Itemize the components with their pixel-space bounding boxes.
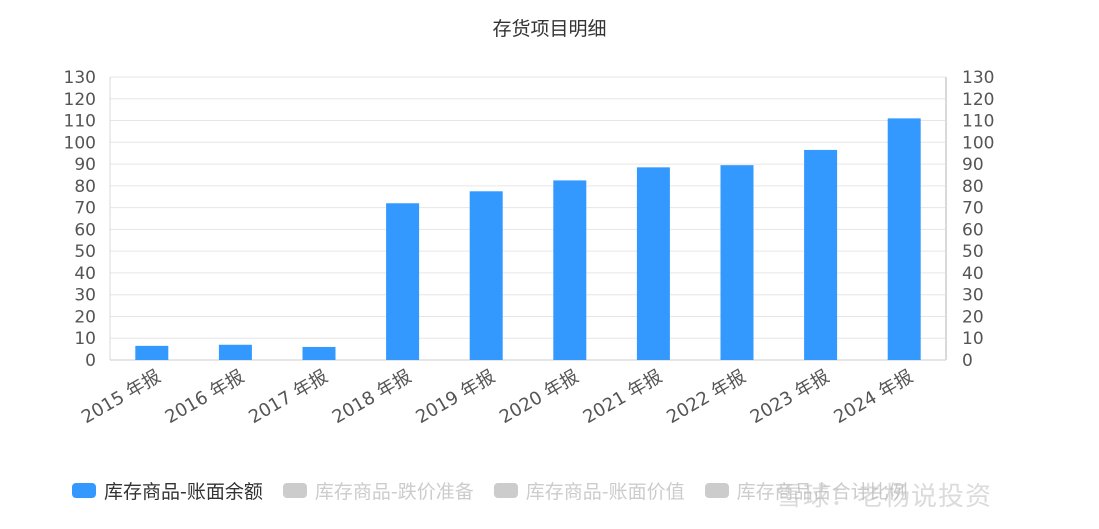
y2-tick-label: 70 — [962, 199, 984, 219]
y-tick-label: 20 — [74, 307, 96, 327]
x-tick-label: 2023 年报 — [747, 366, 833, 428]
legend-label: 库存商品-账面价值 — [525, 480, 685, 503]
bar — [135, 345, 169, 360]
y2-tick-label: 100 — [962, 133, 994, 153]
y2-tick-label: 40 — [962, 264, 984, 284]
legend-item[interactable]: 库存商品占合计比例 — [704, 477, 908, 504]
y-tick-label: 0 — [85, 351, 96, 371]
y-tick-label: 70 — [74, 199, 96, 219]
y-tick-label: 100 — [64, 133, 96, 153]
legend-swatch — [704, 482, 729, 498]
y-tick-label: 90 — [74, 155, 96, 175]
y-tick-label: 80 — [74, 177, 96, 197]
legend-label: 库存商品-跌价准备 — [314, 480, 474, 503]
legend-item[interactable]: 库存商品-账面价值 — [493, 477, 685, 504]
y2-tick-label: 30 — [962, 286, 984, 306]
x-tick-label: 2019 年报 — [412, 366, 498, 428]
legend-swatch — [282, 482, 307, 498]
y-tick-label: 40 — [74, 264, 96, 284]
bar — [386, 203, 420, 360]
bar — [804, 149, 838, 360]
y2-tick-label: 120 — [962, 90, 994, 110]
legend-item[interactable]: 库存商品-跌价准备 — [282, 477, 474, 504]
bar — [469, 191, 503, 360]
y-tick-label: 130 — [64, 68, 96, 88]
y-tick-label: 120 — [64, 90, 96, 110]
legend-swatch — [493, 482, 518, 498]
legend-item[interactable]: 库存商品-账面余额 — [72, 477, 263, 504]
bar — [218, 344, 252, 360]
y2-tick-label: 50 — [962, 242, 984, 262]
x-tick-label: 2024 年报 — [830, 366, 916, 428]
y2-tick-label: 60 — [962, 220, 984, 240]
y2-tick-label: 10 — [962, 329, 984, 349]
plot-area: 0102030405060708090100110120130010203040… — [64, 68, 995, 428]
x-tick-label: 2021 年报 — [580, 366, 666, 428]
legend-label: 库存商品-账面余额 — [104, 480, 263, 503]
y-tick-label: 50 — [74, 242, 96, 262]
x-tick-label: 2018 年报 — [329, 366, 415, 428]
y-tick-label: 110 — [64, 112, 96, 132]
watermark-text: 雪球：老杨说投资 — [776, 482, 993, 512]
legend-label: 库存商品占合计比例 — [736, 480, 908, 503]
legend: 库存商品-账面余额 库存商品-跌价准备 库存商品-账面价值 库存商品占合计比例 — [72, 476, 928, 504]
y2-tick-label: 90 — [962, 155, 984, 175]
bar — [636, 167, 670, 360]
x-tick-label: 2017 年报 — [245, 366, 331, 428]
bar — [302, 346, 336, 360]
y2-tick-label: 80 — [962, 177, 984, 197]
y2-tick-label: 110 — [962, 112, 994, 132]
bar — [720, 165, 754, 360]
x-tick-label: 2016 年报 — [162, 366, 248, 428]
y-tick-label: 30 — [74, 286, 96, 306]
y2-tick-label: 130 — [962, 68, 994, 88]
y-tick-label: 60 — [74, 220, 96, 240]
bar — [553, 180, 587, 360]
y2-tick-label: 20 — [962, 307, 984, 327]
y2-tick-label: 0 — [962, 351, 973, 371]
chart-title: 存货项目明细 — [492, 18, 607, 40]
x-tick-label: 2015 年报 — [78, 366, 164, 428]
x-tick-label: 2020 年报 — [496, 366, 582, 428]
x-tick-label: 2022 年报 — [663, 366, 749, 428]
legend-swatch — [72, 482, 96, 498]
y-tick-label: 10 — [74, 329, 96, 349]
bar — [887, 118, 921, 360]
